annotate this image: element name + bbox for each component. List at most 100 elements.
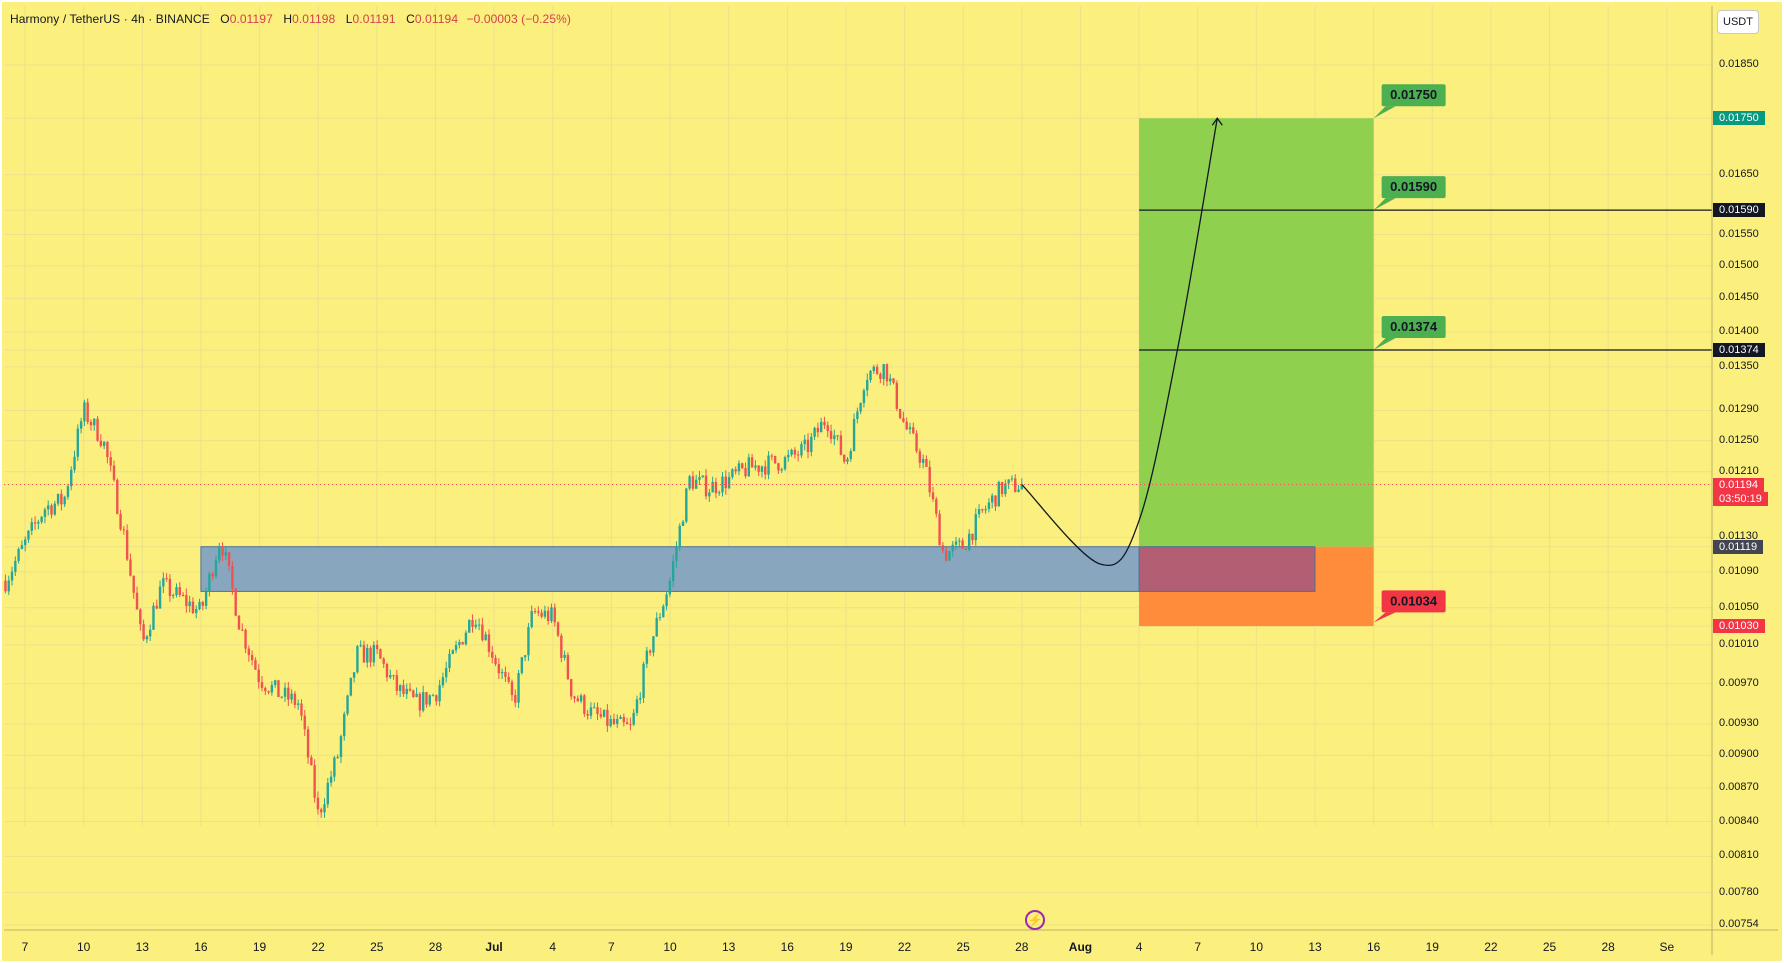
- candle: [343, 711, 346, 741]
- candle-body: [737, 463, 741, 472]
- candle: [770, 453, 774, 461]
- candle-body: [323, 804, 326, 813]
- candle-body: [777, 463, 780, 471]
- candle: [10, 566, 14, 586]
- candle-body: [517, 673, 520, 703]
- candle: [754, 460, 757, 471]
- price-tick-label: 0.01194: [1713, 477, 1764, 492]
- candle: [718, 490, 721, 496]
- candle: [487, 629, 491, 657]
- candle-body: [464, 632, 468, 645]
- candle: [954, 537, 958, 550]
- time-tick-label: 7: [608, 940, 615, 954]
- candle: [359, 640, 362, 648]
- price-tick-label: 0.01650: [1719, 167, 1759, 180]
- candle-body: [175, 587, 178, 596]
- candle-body: [106, 441, 109, 458]
- price-tick-label: 0.01350: [1719, 359, 1759, 372]
- candle-body: [172, 595, 175, 597]
- candle-body: [280, 696, 283, 698]
- candle: [708, 488, 711, 502]
- candle-body: [125, 530, 129, 560]
- candle: [1014, 474, 1017, 493]
- candle: [593, 702, 596, 709]
- candle-body: [40, 516, 43, 522]
- candle-body: [30, 522, 33, 531]
- candle-body: [1000, 482, 1004, 495]
- candle-body: [833, 435, 836, 440]
- candle: [221, 542, 224, 561]
- candle-body: [86, 402, 89, 422]
- candle-body: [412, 690, 415, 697]
- candle-body: [47, 505, 50, 510]
- candle: [188, 595, 191, 613]
- candle-body: [507, 676, 510, 682]
- candle: [168, 574, 172, 602]
- candle: [800, 441, 803, 458]
- candle-body: [260, 682, 264, 688]
- candle: [632, 709, 635, 727]
- candle: [306, 726, 310, 764]
- candle-body: [806, 439, 810, 452]
- candle: [418, 692, 422, 717]
- callout-text: 0.01374: [1390, 319, 1438, 334]
- candle-body: [408, 688, 412, 691]
- candle: [714, 477, 718, 499]
- high-label: H: [283, 12, 293, 26]
- candle-body: [270, 684, 274, 693]
- candle-body: [629, 724, 632, 726]
- candle-body: [487, 634, 491, 652]
- candle-body: [145, 636, 149, 640]
- candle: [415, 687, 418, 698]
- candle: [747, 453, 751, 478]
- candle-body: [435, 695, 438, 702]
- lightning-icon[interactable]: ⚡: [1025, 910, 1045, 930]
- candle: [195, 605, 198, 619]
- time-tick-label: 13: [135, 940, 149, 954]
- candle: [816, 422, 820, 438]
- candle: [991, 493, 994, 509]
- candle-body: [846, 459, 849, 462]
- candle-body: [162, 578, 165, 587]
- candle-body: [866, 380, 869, 391]
- candle-body: [747, 457, 751, 477]
- candle-body: [560, 635, 563, 658]
- candle-body: [329, 776, 333, 783]
- candle: [66, 483, 70, 500]
- candle: [859, 402, 862, 415]
- candle: [333, 755, 336, 782]
- candle: [241, 623, 244, 632]
- candle-body: [366, 647, 369, 663]
- candle-body: [431, 695, 435, 697]
- candle-body: [372, 644, 376, 663]
- candle: [997, 480, 1000, 507]
- candle: [648, 649, 652, 656]
- currency-button[interactable]: USDT: [1717, 10, 1759, 34]
- candle: [520, 656, 524, 675]
- candle: [918, 448, 922, 469]
- low-label: L: [345, 12, 353, 26]
- candle: [517, 669, 520, 709]
- candle-body: [428, 695, 431, 705]
- candle-body: [576, 698, 579, 702]
- candle-body: [132, 575, 135, 593]
- candle: [875, 364, 879, 376]
- candle: [369, 645, 372, 668]
- candle-body: [566, 654, 570, 680]
- candle: [780, 467, 783, 473]
- time-tick-label: 13: [721, 940, 736, 954]
- price-tick-label: 0.01550: [1719, 227, 1759, 240]
- candle: [204, 587, 208, 610]
- candle-body: [208, 573, 211, 592]
- price-callout: 0.01374: [1373, 316, 1446, 351]
- candle-body: [445, 668, 448, 678]
- candle: [218, 542, 221, 564]
- candle-body: [369, 647, 372, 663]
- time-tick-label: 16: [194, 940, 208, 954]
- candle: [346, 694, 349, 716]
- candle-body: [546, 610, 550, 621]
- candle-body: [102, 441, 106, 446]
- candle-body: [662, 606, 665, 618]
